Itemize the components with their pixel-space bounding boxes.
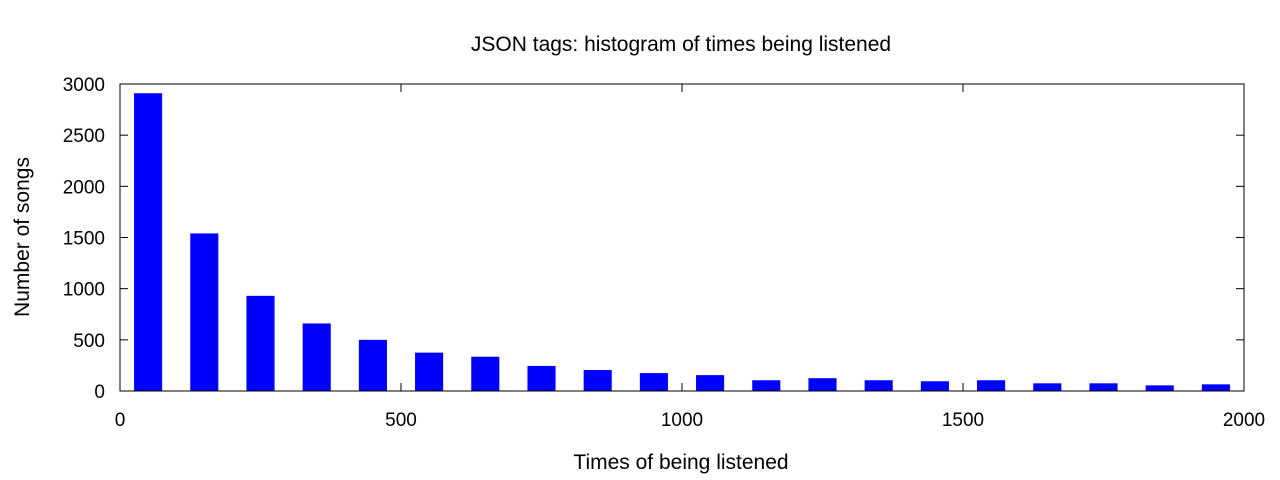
x-tick-label-0: 0 [115, 410, 126, 431]
x-tick-label-1: 500 [385, 410, 417, 431]
bar-13 [864, 380, 893, 391]
bar-1 [190, 233, 219, 391]
bar-15 [977, 380, 1006, 391]
y-tick-label-4: 2000 [63, 177, 105, 198]
bar-0 [134, 93, 163, 392]
bar-3 [302, 323, 331, 391]
bar-10 [696, 375, 725, 391]
bar-17 [1089, 383, 1118, 391]
bar-7 [527, 365, 556, 391]
bars-group [134, 93, 1230, 392]
bar-4 [358, 339, 387, 391]
chart-title: JSON tags: histogram of times being list… [471, 33, 891, 56]
y-tick-label-6: 3000 [63, 75, 105, 96]
bar-6 [471, 356, 500, 391]
bar-2 [246, 295, 275, 391]
ticks-group [119, 83, 1245, 392]
y-tick-label-2: 1000 [63, 280, 105, 301]
bar-12 [808, 378, 837, 391]
bar-11 [752, 380, 781, 391]
y-axis-label: Number of songs [11, 157, 34, 317]
bar-14 [920, 381, 949, 391]
y-tick-label-1: 500 [73, 331, 105, 352]
y-tick-label-3: 1500 [63, 229, 105, 250]
bar-18 [1145, 385, 1174, 391]
bar-19 [1201, 384, 1230, 391]
plot-frame [119, 83, 1245, 392]
y-tick-label-5: 2500 [63, 126, 105, 147]
y-tick-label-0: 0 [94, 382, 105, 403]
bar-5 [415, 352, 444, 391]
bar-8 [583, 370, 612, 391]
x-tick-label-3: 1500 [942, 410, 984, 431]
tick-labels-group: 0 500 1000 1500 2000 0 500 1000 1500 2000 2500 3000 [63, 75, 1265, 431]
bar-9 [639, 373, 668, 391]
x-tick-label-4: 2000 [1223, 410, 1265, 431]
x-axis-label: Times of being listened [573, 451, 788, 474]
x-tick-label-2: 1000 [661, 410, 703, 431]
bar-16 [1033, 383, 1062, 391]
